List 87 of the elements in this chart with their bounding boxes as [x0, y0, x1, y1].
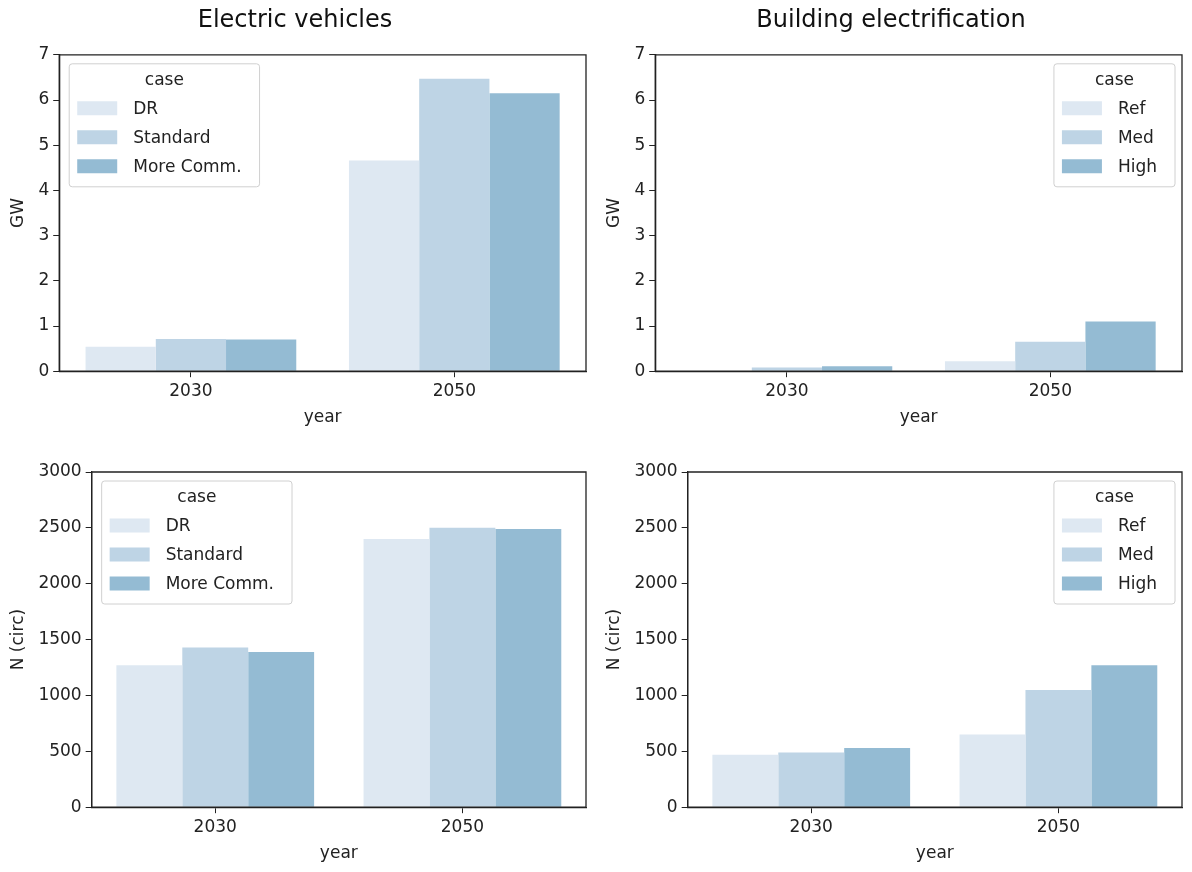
- x-tick-label: 2030: [169, 379, 213, 400]
- legend-label: Med: [1117, 126, 1154, 147]
- chart-title: Electric vehicles: [197, 4, 393, 33]
- x-tick-label: 2030: [765, 379, 809, 400]
- bar: [348, 160, 420, 371]
- y-tick-label: 1000: [38, 683, 82, 704]
- bar: [226, 339, 297, 371]
- bar: [1015, 341, 1086, 371]
- y-tick-label: 2000: [634, 572, 678, 593]
- y-tick-label: 1000: [634, 683, 678, 704]
- bar: [844, 747, 911, 807]
- bar: [1091, 665, 1158, 807]
- y-tick-label: 5: [38, 133, 50, 154]
- x-tick-label: 2030: [789, 815, 833, 836]
- legend-label: Standard: [133, 126, 211, 147]
- y-tick-label: 5: [634, 133, 646, 154]
- y-tick-label: 0: [666, 795, 678, 816]
- bar: [182, 647, 249, 807]
- bar: [495, 528, 562, 807]
- bar: [712, 754, 779, 807]
- bar: [489, 93, 560, 371]
- y-tick-label: 0: [634, 359, 646, 380]
- x-tick-label: 2050: [1036, 815, 1081, 836]
- x-tick-label: 2050: [432, 379, 476, 400]
- y-tick-label: 2500: [634, 516, 678, 537]
- legend-title: case: [1094, 69, 1135, 90]
- legend-label: More Comm.: [165, 572, 275, 593]
- y-tick-label: 7: [38, 43, 50, 64]
- bar: [944, 361, 1016, 371]
- legend-label: High: [1117, 572, 1158, 593]
- y-tick-label: 4: [38, 178, 50, 199]
- y-tick-label: 3000: [634, 460, 678, 481]
- y-tick-label: 3000: [38, 460, 82, 481]
- y-tick-label: 6: [38, 88, 50, 109]
- legend-label: Ref: [1117, 514, 1147, 535]
- chart-title: Building electrification: [756, 4, 1026, 33]
- bar: [116, 665, 183, 807]
- y-tick-label: 4: [634, 178, 646, 199]
- legend-label: More Comm.: [133, 155, 242, 176]
- y-axis-title: N (circ): [6, 608, 27, 671]
- x-axis-title: year: [899, 406, 938, 427]
- legend-title: case: [144, 69, 184, 90]
- x-axis-title: year: [303, 406, 342, 427]
- y-tick-label: 2: [634, 269, 646, 290]
- y-tick-label: 7: [634, 43, 646, 64]
- bar: [822, 366, 893, 371]
- y-tick-label: 0: [38, 359, 50, 380]
- x-axis-title: year: [915, 842, 954, 863]
- legend-label: Ref: [1117, 97, 1147, 118]
- y-tick-label: 1500: [38, 628, 82, 649]
- x-axis-title: year: [319, 842, 358, 863]
- y-tick-label: 1: [634, 314, 646, 335]
- y-axis-title: N (circ): [602, 608, 623, 671]
- y-tick-label: 500: [645, 739, 678, 760]
- legend-label: DR: [133, 97, 159, 118]
- bar: [419, 78, 490, 371]
- y-tick-label: 3: [634, 224, 646, 245]
- legend-title: case: [1094, 486, 1135, 507]
- y-tick-label: 2500: [38, 516, 82, 537]
- y-tick-label: 2: [38, 269, 50, 290]
- y-tick-label: 1500: [634, 628, 678, 649]
- bar: [155, 339, 227, 371]
- y-axis-title: GW: [6, 197, 27, 228]
- legend-label: Standard: [165, 543, 244, 564]
- legend-label: High: [1117, 155, 1158, 176]
- bar: [1085, 321, 1156, 371]
- legend-label: Med: [1117, 543, 1154, 564]
- bar: [1025, 689, 1092, 807]
- bar: [751, 367, 823, 371]
- bar: [429, 527, 496, 807]
- bar: [248, 651, 315, 807]
- bar: [959, 734, 1026, 807]
- bar: [778, 752, 845, 807]
- y-tick-label: 1: [38, 314, 50, 335]
- y-tick-label: 500: [49, 739, 82, 760]
- y-tick-label: 6: [634, 88, 646, 109]
- legend-label: DR: [165, 514, 191, 535]
- y-tick-label: 2000: [38, 572, 82, 593]
- y-axis-title: GW: [602, 197, 623, 228]
- x-tick-label: 2050: [440, 815, 485, 836]
- bar: [363, 539, 430, 807]
- y-tick-label: 0: [70, 795, 82, 816]
- legend-title: case: [177, 486, 217, 507]
- x-tick-label: 2030: [193, 815, 237, 836]
- x-tick-label: 2050: [1028, 379, 1072, 400]
- bar: [85, 346, 156, 371]
- y-tick-label: 3: [38, 224, 50, 245]
